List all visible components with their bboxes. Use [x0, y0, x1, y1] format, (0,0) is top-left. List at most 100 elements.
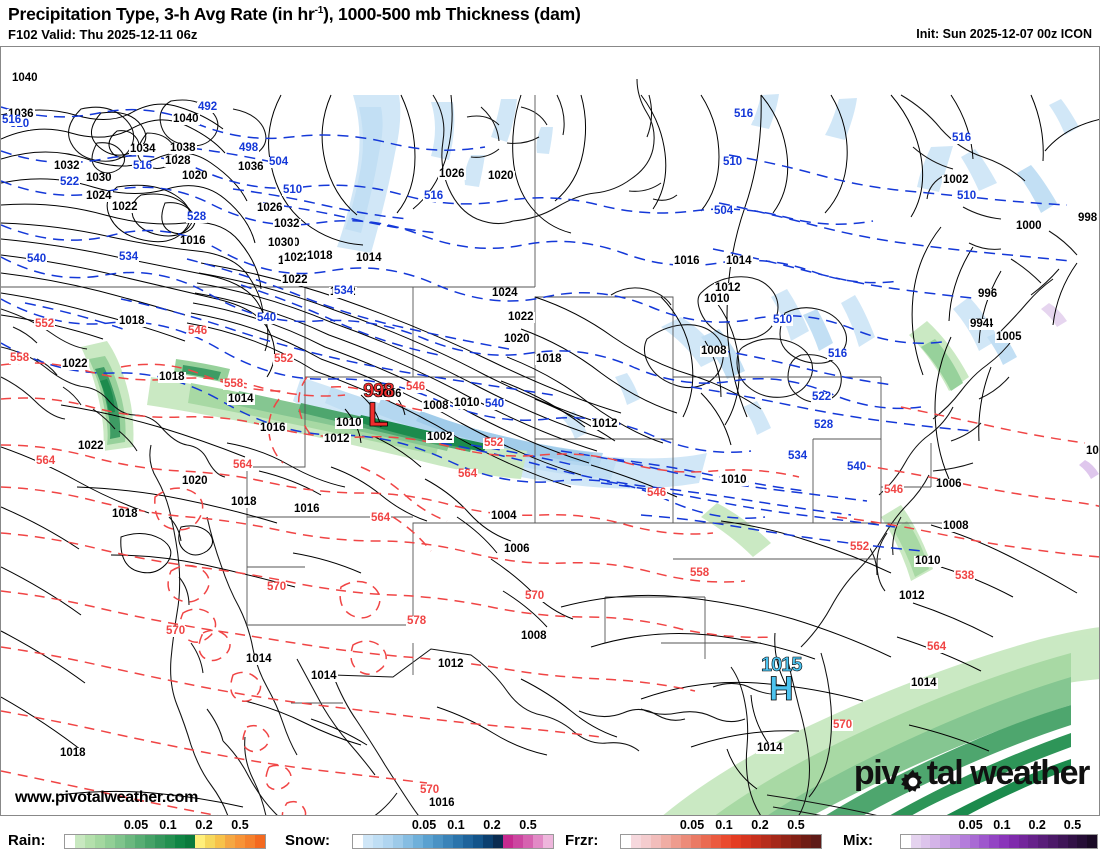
legend-colorbar[interactable] — [352, 834, 554, 849]
contour-label: 1002 — [942, 174, 970, 186]
contour-label: 1012 — [714, 282, 742, 294]
contour-label: 1016 — [259, 422, 287, 434]
legend-swatch — [721, 835, 731, 848]
legend-swatch — [1008, 835, 1019, 848]
contour-label: 1018 — [306, 250, 334, 262]
contour-label: 1012 — [1085, 445, 1099, 457]
legend-swatch — [969, 835, 980, 848]
legend-label: Snow: — [285, 832, 330, 849]
contour-label: 540 — [256, 312, 278, 324]
contour-label: 528 — [813, 419, 835, 431]
contour-label: 546 — [883, 484, 905, 496]
legend-swatch — [195, 835, 205, 848]
contour-label: 1022 — [77, 440, 105, 452]
legend-swatch — [989, 835, 999, 848]
contour-label: 1036 — [7, 108, 35, 120]
contour-label: 1006 — [503, 543, 531, 555]
contour-label: 1000 — [1015, 220, 1043, 232]
contour-label: 1016 — [293, 503, 321, 515]
contour-label: 504 — [713, 205, 735, 217]
contour-label: 1014 — [910, 677, 938, 689]
contour-label: 1012 — [898, 590, 926, 602]
page-title: Precipitation Type, 3-h Avg Rate (in hr-… — [8, 4, 581, 25]
legend-tick-label: 0.5 — [1063, 818, 1082, 832]
contour-label: 1020 — [503, 333, 531, 345]
legend-swatch — [641, 835, 651, 848]
legend-swatch — [930, 835, 941, 848]
contour-label: 516 — [827, 348, 849, 360]
legend-swatch — [363, 835, 373, 848]
legend-swatch — [791, 835, 801, 848]
legend-swatch — [75, 835, 85, 848]
contour-label: 1005 — [995, 331, 1023, 343]
contour-label: 1022 — [61, 358, 89, 370]
legend-swatch — [801, 835, 811, 848]
legend-tick-label: 0.05 — [411, 818, 437, 832]
legend-colorbar[interactable] — [620, 834, 822, 849]
map-canvas[interactable]: 998 L 1015 H 1040 1036 510 516 1032 522 1030 10… — [0, 46, 1100, 816]
contour-label: 546 — [646, 487, 668, 499]
watermark-text-b: tal weather — [926, 754, 1091, 792]
legend-swatch — [661, 835, 671, 848]
contour-label: 522 — [59, 176, 81, 188]
contour-label: 1022 — [507, 311, 535, 323]
thickness-cold-contours-layer — [1, 106, 1072, 552]
legend-swatch — [671, 835, 681, 848]
legend-swatch — [175, 835, 185, 848]
contour-label: 546 — [405, 381, 427, 393]
legend-tick-label: 0.1 — [715, 818, 733, 832]
contour-label: 1020 — [487, 170, 515, 182]
legend-swatch — [383, 835, 393, 848]
legend-colorbar[interactable] — [64, 834, 266, 849]
legend-swatch — [205, 835, 215, 848]
contour-label: 994 — [969, 318, 991, 330]
legend-swatch — [473, 835, 483, 848]
init-time-label: Init: Sun 2025-12-07 00z ICON — [916, 27, 1092, 41]
legend-swatch — [185, 835, 195, 848]
legend-swatch — [503, 835, 513, 848]
legend-swatch — [433, 835, 443, 848]
contour-label: 504 — [268, 156, 290, 168]
contour-label: 552 — [483, 437, 505, 449]
legend-tick-label: 0.5 — [787, 818, 805, 832]
contour-label: 540 — [26, 253, 48, 265]
contour-label: 552 — [273, 353, 295, 365]
legend-swatch — [423, 835, 433, 848]
contour-label: 570 — [832, 719, 854, 731]
contour-label: 1020 — [181, 170, 209, 182]
legend-tick-label: 0.2 — [195, 818, 213, 832]
legend-swatch — [771, 835, 781, 848]
legend-swatch — [105, 835, 115, 848]
contour-label: 578 — [406, 615, 428, 627]
legend-swatch — [373, 835, 383, 848]
legend-swatch — [443, 835, 453, 848]
legend-swatch — [751, 835, 761, 848]
contour-label: 1008 — [422, 400, 450, 412]
contour-label: 1018 — [111, 508, 139, 520]
legend-tick-label: 0.05 — [679, 818, 705, 832]
high-pressure-center: 1015 H — [761, 655, 803, 707]
legend-swatch — [811, 835, 821, 848]
legend-ticks: 0.05 0.1 0.2 0.5 — [352, 818, 552, 832]
legend-swatch — [255, 835, 265, 848]
contour-label: 538 — [954, 570, 976, 582]
legend-swatch — [235, 835, 245, 848]
contour-label: 564 — [35, 455, 57, 467]
contour-label: 1026 — [438, 168, 466, 180]
contour-label: 1022 — [283, 252, 311, 264]
title-main: Precipitation Type, 3-h Avg Rate (in hr — [8, 4, 315, 24]
contour-label: 510 — [282, 184, 304, 196]
contour-label: 996 — [977, 288, 999, 300]
legend-tick-label: 0.1 — [993, 818, 1011, 832]
contour-label: 1016 — [673, 255, 701, 267]
legend-swatch — [95, 835, 105, 848]
legend-swatch — [65, 835, 75, 848]
contour-label: 1002 — [426, 431, 454, 443]
contour-label: 1014 — [355, 252, 383, 264]
contour-label: 522 — [811, 391, 833, 403]
contour-label: 1032 — [53, 160, 81, 172]
contour-label: 492 — [197, 101, 219, 113]
legend-colorbar[interactable] — [900, 834, 1098, 849]
contour-label: 1016 — [428, 797, 456, 809]
contour-label: 558 — [223, 378, 245, 390]
